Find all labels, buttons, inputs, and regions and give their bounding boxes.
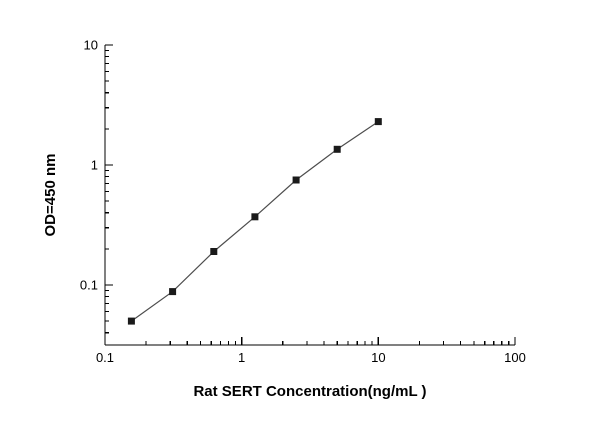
x-tick-label-100: 100 — [504, 350, 526, 365]
data-point-marker — [169, 288, 177, 296]
data-point-marker — [251, 213, 259, 221]
series-line — [131, 121, 379, 322]
data-point-marker — [292, 176, 300, 184]
x-axis-title: Rat SERT Concentration(ng/mL ) — [193, 383, 426, 400]
data-point-marker — [127, 317, 135, 325]
data-point-marker — [374, 118, 382, 126]
y-axis-title: OD=450 nm — [42, 154, 59, 237]
y-tick-label-0.1: 0.1 — [80, 278, 98, 293]
x-tick-label-10: 10 — [371, 350, 385, 365]
y-tick-label-10: 10 — [84, 38, 98, 53]
x-tick-label-0.1: 0.1 — [96, 350, 114, 365]
x-tick-label-1: 1 — [238, 350, 245, 365]
y-tick-label-1: 1 — [91, 158, 98, 173]
data-point-marker — [210, 248, 218, 255]
data-point-marker — [333, 145, 341, 153]
plot-layer — [104, 44, 516, 346]
